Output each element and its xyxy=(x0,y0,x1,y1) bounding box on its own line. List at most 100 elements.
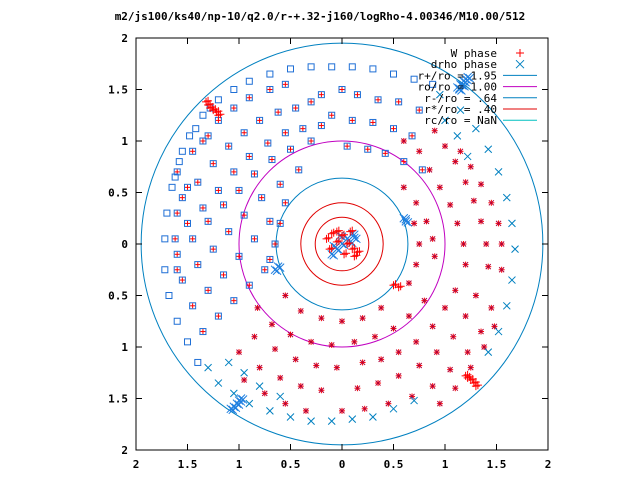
point-w-phase xyxy=(322,234,331,243)
point-w-phase xyxy=(267,218,273,224)
x-tick-label: 1.5 xyxy=(178,458,198,471)
point-drho-square xyxy=(245,152,253,160)
point-w-phase xyxy=(236,253,242,259)
point-w-phase-star xyxy=(241,376,248,383)
point-drho-square xyxy=(328,63,336,71)
point-w-phase xyxy=(416,107,422,113)
point-drho-square xyxy=(418,166,426,174)
point-w-phase xyxy=(318,123,324,129)
point-w-phase-star xyxy=(375,380,382,387)
point-w-phase-star xyxy=(371,333,378,340)
point-w-phase xyxy=(215,313,221,319)
point-drho-square xyxy=(381,149,389,157)
legend-label: rc/ro = NaN xyxy=(424,114,497,127)
chart-title: m2/js100/ks40/np-10/q2.0/r-+.32-j160/log… xyxy=(114,10,526,23)
point-drho-phase xyxy=(435,90,444,99)
point-w-phase xyxy=(231,169,237,175)
point-w-phase xyxy=(174,210,180,216)
point-w-phase xyxy=(355,247,364,256)
point-drho-cluster xyxy=(463,72,473,82)
point-w-phase-star xyxy=(318,387,325,394)
point-drho-square xyxy=(186,132,194,140)
data-points xyxy=(161,63,519,426)
point-drho-square xyxy=(178,194,186,202)
point-w-phase xyxy=(308,99,314,105)
point-drho-square xyxy=(184,219,191,227)
point-drho-cluster xyxy=(273,262,283,272)
point-w-phase-star xyxy=(442,143,448,150)
point-w-phase-star xyxy=(287,331,294,338)
point-drho-cluster xyxy=(460,82,469,91)
point-drho-square xyxy=(209,160,217,168)
point-w-phase xyxy=(327,229,336,238)
point-drho-cluster xyxy=(458,81,467,90)
point-drho-square xyxy=(199,328,207,336)
point-drho-phase xyxy=(214,379,223,387)
point-w-phase-star xyxy=(297,383,304,390)
point-w-phase-star xyxy=(442,304,448,311)
point-drho-phase xyxy=(204,363,212,372)
point-drho-square xyxy=(225,228,233,236)
point-drho-square xyxy=(230,104,238,112)
point-w-phase xyxy=(231,298,237,304)
point-w-phase-star xyxy=(488,199,495,206)
point-w-phase-star xyxy=(236,349,242,356)
point-w-phase-star xyxy=(447,201,454,208)
point-drho-square xyxy=(175,158,183,166)
point-drho-cluster xyxy=(329,250,339,260)
point-w-phase-star xyxy=(254,304,261,311)
circle-ro xyxy=(238,140,446,348)
point-w-phase xyxy=(391,126,396,132)
point-drho-square xyxy=(225,142,233,150)
point-drho-square xyxy=(266,217,274,225)
point-w-phase xyxy=(471,382,480,391)
point-drho-cluster xyxy=(226,404,236,414)
point-w-phase-star xyxy=(413,261,420,268)
point-w-phase-star xyxy=(268,321,275,328)
point-drho-phase xyxy=(389,404,398,413)
point-drho-square xyxy=(199,111,207,119)
point-drho-square xyxy=(240,129,248,137)
point-w-phase xyxy=(401,159,407,165)
point-w-phase xyxy=(204,96,213,105)
point-w-phase xyxy=(251,171,257,177)
point-drho-square xyxy=(165,292,173,299)
point-w-phase-star xyxy=(416,148,423,155)
point-w-phase xyxy=(396,99,402,105)
x-tick-label: 1 xyxy=(442,458,449,471)
point-w-phase-star xyxy=(429,235,436,242)
point-drho-square xyxy=(364,145,372,153)
y-tick-label: 2 xyxy=(121,444,128,457)
point-w-phase xyxy=(332,227,341,236)
point-w-phase-star xyxy=(405,280,412,287)
point-drho-phase xyxy=(229,389,238,398)
point-w-phase xyxy=(259,195,265,201)
point-w-phase xyxy=(346,227,355,236)
point-w-phase xyxy=(354,92,360,98)
point-w-phase-star xyxy=(452,158,459,165)
point-drho-square xyxy=(245,94,253,102)
point-drho-square xyxy=(390,125,397,133)
point-drho-phase xyxy=(502,193,511,202)
point-w-phase xyxy=(348,245,357,254)
point-w-phase xyxy=(236,187,242,193)
x-tick-label: 2 xyxy=(133,458,140,471)
y-tick-label: 1 xyxy=(121,341,128,354)
point-drho-phase xyxy=(348,415,357,423)
point-w-phase-star xyxy=(256,364,263,371)
point-drho-square xyxy=(199,137,207,145)
point-drho-square xyxy=(235,186,243,194)
point-w-phase xyxy=(190,236,196,242)
point-drho-phase xyxy=(453,131,462,140)
point-drho-square xyxy=(395,98,403,106)
point-drho-square xyxy=(192,125,200,133)
point-drho-square xyxy=(184,338,191,346)
point-w-phase xyxy=(210,246,216,252)
x-tick-label: 0.5 xyxy=(281,458,301,471)
point-w-phase xyxy=(338,231,346,240)
point-w-phase-star xyxy=(481,344,488,350)
point-w-phase-star xyxy=(282,292,289,299)
point-drho-square xyxy=(189,147,197,155)
point-w-phase xyxy=(473,381,482,390)
